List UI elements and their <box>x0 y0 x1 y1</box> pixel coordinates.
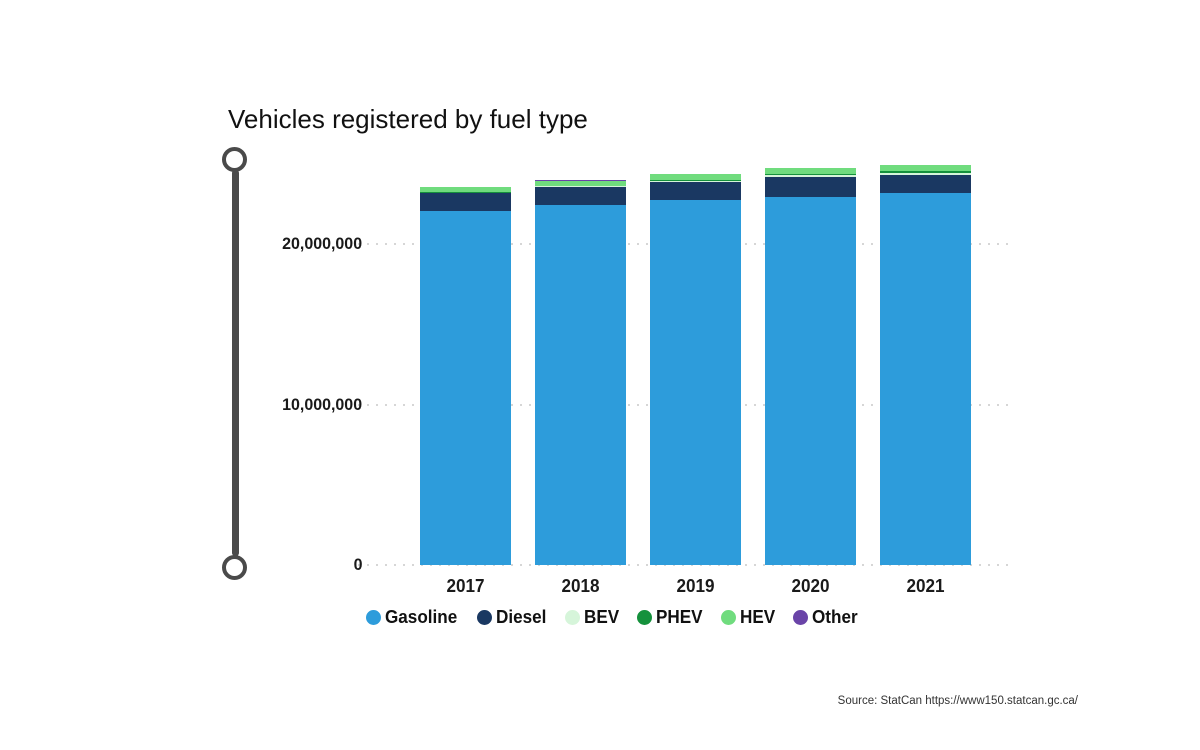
legend-label: PHEV <box>656 607 703 627</box>
bar-segment-2017-hev[interactable] <box>420 187 511 193</box>
bar-segment-2018-bev[interactable] <box>535 186 626 188</box>
gridline <box>358 564 1010 566</box>
legend-item-hev[interactable]: HEV <box>721 607 777 628</box>
bar-segment-2020-hev[interactable] <box>765 168 856 175</box>
bar-segment-2019-hev[interactable] <box>650 173 741 180</box>
legend-dot-icon <box>721 610 737 625</box>
legend-item-other[interactable]: Other <box>793 607 860 628</box>
bar-segment-2020-bev[interactable] <box>765 175 856 177</box>
x-axis-tick-label-2021: 2021 <box>906 576 945 596</box>
bar-segment-2018-diesel[interactable] <box>535 187 626 205</box>
legend-label: Diesel <box>496 607 547 627</box>
legend-dot-icon <box>637 610 653 625</box>
y-axis-tick-label: 0 <box>353 555 362 574</box>
bar-2020[interactable] <box>765 167 856 565</box>
slider-top-handle-icon[interactable] <box>222 147 247 172</box>
bar-2018[interactable] <box>535 180 626 565</box>
bar-segment-2021-gasoline[interactable] <box>880 192 971 565</box>
bar-segment-2018-gasoline[interactable] <box>535 205 626 565</box>
legend-label: HEV <box>740 607 776 627</box>
legend-dot-icon <box>565 610 581 625</box>
bar-segment-2019-phev[interactable] <box>650 179 741 181</box>
legend-item-bev[interactable]: BEV <box>565 607 621 628</box>
legend: Gasoline Diesel BEV PHEV HEV Other <box>366 607 860 628</box>
bar-segment-2020-diesel[interactable] <box>765 176 856 197</box>
legend-dot-icon <box>366 610 381 625</box>
bar-2021[interactable] <box>880 164 971 565</box>
bar-segment-2019-diesel[interactable] <box>650 182 741 201</box>
x-axis-tick-label-2018: 2018 <box>561 576 600 596</box>
source-note: Source: StatCan https://www150.statcan.g… <box>837 695 1078 707</box>
bar-2019[interactable] <box>650 173 741 565</box>
bar-segment-2018-phev[interactable] <box>535 185 626 187</box>
legend-dot-icon <box>793 610 809 625</box>
bar-segment-2017-gasoline[interactable] <box>420 211 511 565</box>
bar-segment-2018-hev[interactable] <box>535 180 626 186</box>
time-slider-track[interactable] <box>232 170 239 556</box>
bar-segment-2021-phev[interactable] <box>880 171 971 173</box>
bar-2017[interactable] <box>420 187 511 565</box>
x-axis-tick-label-2017: 2017 <box>446 576 485 596</box>
legend-item-gasoline[interactable]: Gasoline <box>366 607 461 628</box>
legend-item-phev[interactable]: PHEV <box>637 607 705 628</box>
bar-segment-2021-bev[interactable] <box>880 172 971 175</box>
legend-dot-icon <box>477 610 493 625</box>
legend-label: BEV <box>584 607 620 627</box>
x-axis-tick-label-2019: 2019 <box>676 576 715 596</box>
bar-segment-2020-phev[interactable] <box>765 174 856 176</box>
bar-segment-2021-diesel[interactable] <box>880 175 971 193</box>
slider-bottom-handle-icon[interactable] <box>222 555 247 580</box>
bar-segment-2017-diesel[interactable] <box>420 193 511 212</box>
x-axis-tick-label-2020: 2020 <box>791 576 830 596</box>
y-axis-tick-label: 20,000,000 <box>282 234 362 253</box>
legend-label: Gasoline <box>385 607 458 627</box>
bar-segment-2019-gasoline[interactable] <box>650 200 741 565</box>
bar-segment-2019-bev[interactable] <box>650 180 741 183</box>
legend-label: Other <box>812 607 858 627</box>
y-axis-tick-label: 10,000,000 <box>282 394 362 414</box>
legend-item-diesel[interactable]: Diesel <box>477 607 549 628</box>
bar-segment-2021-hev[interactable] <box>880 165 971 171</box>
bar-segment-2020-gasoline[interactable] <box>765 196 856 565</box>
chart-title: Vehicles registered by fuel type <box>228 104 588 134</box>
